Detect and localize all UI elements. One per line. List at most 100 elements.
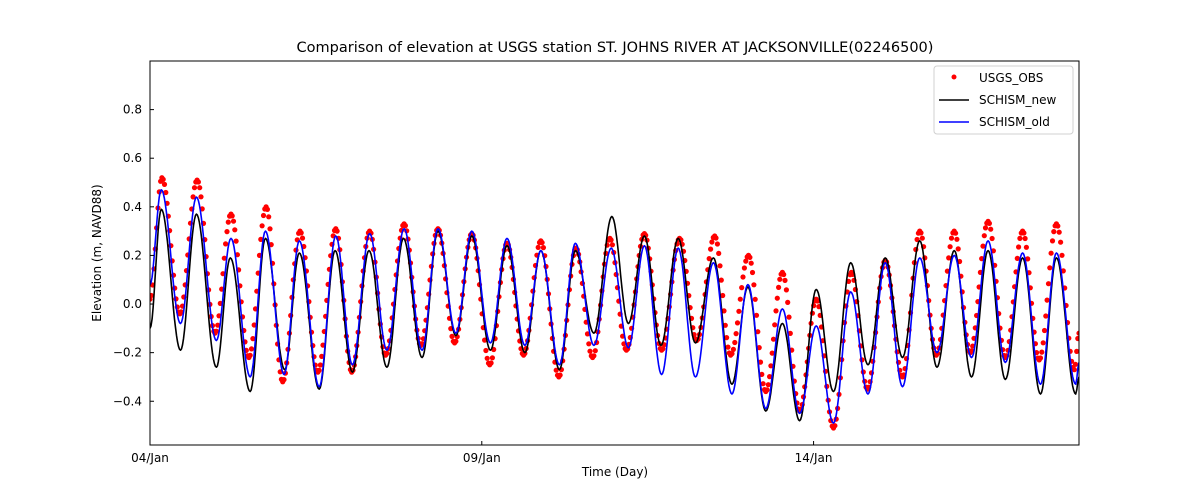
obs-point [706, 256, 712, 262]
obs-point [1058, 239, 1064, 245]
obs-point [756, 345, 762, 351]
obs-point [755, 329, 761, 335]
legend-label-usgs-obs: USGS_OBS [979, 71, 1043, 85]
obs-point [267, 226, 273, 232]
obs-point [760, 381, 766, 387]
obs-point [281, 377, 287, 383]
obs-point [752, 296, 758, 302]
obs-point [223, 241, 229, 247]
obs-point [213, 328, 219, 334]
obs-point [178, 309, 184, 315]
series-schism-new [150, 208, 1079, 422]
obs-point [732, 339, 738, 346]
obs-point [782, 277, 788, 283]
obs-point [1048, 250, 1054, 256]
obs-point [914, 236, 920, 243]
obs-point [982, 225, 989, 231]
obs-point [749, 269, 756, 276]
obs-point [488, 360, 494, 366]
obs-point [1016, 244, 1022, 250]
obs-point [317, 362, 323, 368]
x-tick-label: 09/Jan [463, 451, 501, 465]
legend-marker-usgs-obs [951, 74, 957, 80]
y-tick-label: 0.4 [123, 200, 142, 214]
obs-point [557, 372, 563, 378]
obs-point [319, 353, 325, 359]
obs-point [988, 226, 994, 232]
legend-frame [933, 65, 1074, 135]
obs-point [751, 282, 757, 288]
obs-point [453, 338, 459, 344]
legend-item-schism-old: SCHISM_old [939, 115, 1050, 129]
obs-point [1025, 256, 1031, 262]
plot-frame [149, 60, 1080, 446]
legend-item-usgs-obs: USGS_OBS [951, 71, 1043, 85]
obs-point [736, 308, 742, 314]
series-line-schism-new [150, 208, 1079, 422]
obs-point [730, 346, 737, 352]
obs-point [716, 250, 722, 256]
obs-point [729, 351, 735, 357]
obs-point [743, 258, 749, 264]
obs-point [737, 296, 743, 302]
obs-point [334, 228, 340, 234]
obs-point [785, 299, 791, 305]
obs-point [591, 353, 597, 359]
obs-point [753, 312, 760, 318]
obs-point [1014, 255, 1020, 261]
obs-point [230, 218, 237, 224]
obs-point [980, 243, 986, 249]
obs-point [981, 233, 987, 239]
obs-point [587, 348, 593, 354]
obs-point [739, 285, 745, 291]
obs-point [1045, 281, 1052, 287]
obs-point [1059, 252, 1065, 258]
obs-point [535, 244, 541, 250]
obs-point [713, 235, 719, 241]
obs-point [955, 246, 961, 252]
obs-point [709, 239, 715, 245]
obs-point [764, 387, 770, 393]
obs-point [767, 374, 773, 380]
obs-point [765, 382, 771, 388]
obs-point [740, 274, 746, 280]
obs-point [954, 236, 960, 242]
series-line-schism-old [150, 189, 1079, 424]
obs-point [232, 227, 238, 233]
obs-point [250, 336, 256, 342]
obs-point [195, 179, 201, 185]
obs-point [773, 308, 779, 314]
legend-label-schism-old: SCHISM_old [979, 115, 1050, 129]
obs-point [757, 359, 764, 365]
obs-point [708, 246, 714, 252]
obs-point [660, 346, 666, 352]
obs-point [449, 333, 455, 339]
obs-point [225, 219, 231, 225]
series-usgs-obs [150, 175, 1079, 431]
obs-point [264, 206, 270, 212]
obs-point [1043, 313, 1049, 319]
obs-point [609, 242, 616, 248]
obs-point [259, 223, 265, 229]
obs-point [1021, 230, 1027, 236]
y-axis-label: Elevation (m, NAVD88) [90, 184, 104, 321]
obs-point [772, 322, 778, 328]
y-tick-label: 0.8 [123, 103, 142, 117]
obs-point [489, 355, 495, 361]
obs-point [1055, 223, 1061, 229]
obs-point [1047, 265, 1053, 271]
obs-point [1023, 244, 1029, 250]
obs-point [299, 235, 306, 241]
obs-point [229, 213, 235, 219]
obs-point [720, 292, 726, 299]
obs-point [258, 236, 264, 242]
obs-point [787, 330, 793, 336]
obs-point [384, 350, 390, 356]
obs-point [770, 336, 777, 342]
obs-point [948, 235, 955, 241]
legend-item-schism-new: SCHISM_new [939, 93, 1057, 107]
obs-point [163, 189, 169, 196]
obs-point [714, 241, 721, 247]
obs-point [747, 254, 753, 260]
